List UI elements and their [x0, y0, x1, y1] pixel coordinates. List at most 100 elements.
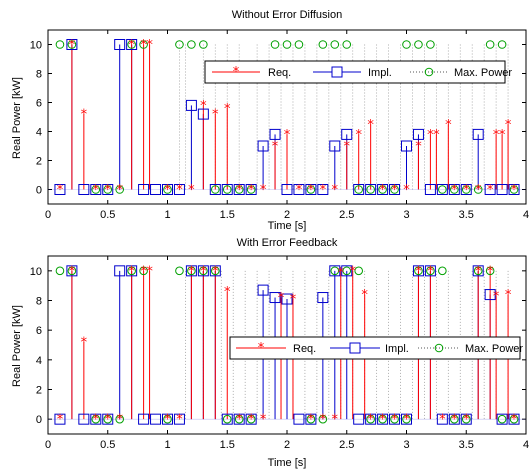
max-power-point	[127, 40, 136, 49]
max-power-point	[187, 40, 196, 49]
impl-point	[365, 413, 377, 425]
impl-point	[424, 184, 436, 195]
impl-point	[114, 39, 126, 50]
max-power-point	[497, 40, 507, 49]
top-legend-max-label: Max. Power	[454, 67, 512, 79]
impl-point	[78, 184, 90, 195]
max-power-point	[55, 266, 65, 276]
y-tick-label: 6	[36, 98, 42, 110]
req-point: *	[415, 140, 422, 155]
impl-point	[197, 108, 209, 120]
req-point: *	[391, 413, 398, 428]
req-point: *	[200, 99, 207, 114]
req-point: *	[176, 413, 183, 428]
max-power-point	[187, 266, 196, 276]
impl-point	[484, 289, 496, 301]
impl-point	[293, 184, 305, 195]
bottom-plot-legend: * Req. Impl. Max. Power	[229, 336, 523, 360]
x-tick-label: 4	[523, 439, 529, 451]
impl-point	[245, 184, 257, 195]
y-tick-label: 2	[36, 156, 42, 168]
x-tick-label: 3	[403, 209, 409, 221]
impl-point	[78, 413, 90, 425]
impl-point	[389, 413, 401, 425]
req-point: *	[505, 118, 512, 133]
impl-point	[102, 413, 114, 425]
req-point: *	[272, 140, 279, 155]
req-point: *	[236, 183, 243, 198]
y-tick-label: 4	[36, 127, 42, 139]
impl-point	[66, 265, 78, 277]
impl-point	[162, 413, 173, 425]
req-point: *	[105, 183, 112, 198]
max-power-point	[461, 414, 471, 424]
req-point: *	[81, 108, 88, 123]
req-point: *	[403, 183, 410, 198]
x-tick-label: 3	[403, 439, 409, 451]
impl-point	[66, 39, 78, 50]
max-power-point	[67, 40, 77, 49]
y-tick-label: 0	[36, 185, 42, 197]
req-point: *	[403, 413, 410, 428]
impl-point	[412, 265, 424, 277]
req-point: *	[355, 128, 362, 143]
max-power-point	[211, 266, 220, 276]
max-power-point	[438, 266, 447, 276]
req-point: *	[338, 266, 345, 281]
x-tick-label: 0.5	[100, 209, 115, 221]
req-point: *	[284, 128, 291, 143]
impl-point	[257, 140, 269, 152]
req-point: *	[57, 183, 64, 198]
req-point: *	[415, 264, 422, 279]
impl-point	[185, 265, 197, 277]
max-power-point	[318, 414, 328, 424]
top-legend-req-label: Req.	[268, 67, 291, 79]
req-point: *	[176, 183, 183, 198]
impl-point	[173, 184, 185, 195]
top-plot-legend: * Req. Impl. Max. Power	[204, 60, 512, 84]
impl-point	[305, 413, 317, 425]
x-tick-label: 3.5	[459, 209, 474, 221]
max-power-point	[330, 40, 340, 49]
svg-text:*: *	[233, 65, 240, 80]
req-point: *	[164, 183, 171, 198]
top-plot-title: Without Error Diffusion	[232, 9, 342, 21]
max-power-point	[390, 185, 399, 194]
max-power-point	[270, 40, 280, 49]
impl-point	[197, 265, 209, 277]
max-power-point	[497, 414, 507, 424]
max-power-point	[366, 414, 375, 424]
bottom-legend-req-sample: *	[236, 341, 286, 356]
impl-point	[401, 140, 412, 152]
max-power-point	[55, 40, 65, 49]
x-tick-label: 1.5	[220, 439, 235, 451]
req-point: *	[248, 183, 255, 198]
x-tick-label: 3.5	[459, 439, 474, 451]
req-point: *	[344, 140, 351, 155]
max-power-point	[211, 185, 220, 194]
req-point: *	[475, 183, 482, 198]
req-point: *	[367, 413, 374, 428]
impl-point	[173, 413, 185, 425]
req-point: *	[93, 413, 100, 428]
req-point: *	[140, 264, 147, 279]
bottom-plot-title: With Error Feedback	[237, 237, 338, 249]
y-tick-label: 4	[36, 355, 42, 367]
impl-point	[472, 128, 484, 140]
max-power-point	[509, 414, 519, 424]
req-point: *	[224, 102, 231, 117]
impl-point	[138, 413, 150, 425]
impl-point	[138, 184, 150, 195]
impl-point	[341, 265, 353, 277]
y-tick-label: 2	[36, 385, 42, 397]
impl-point	[126, 265, 138, 277]
max-power-point	[306, 414, 316, 424]
max-power-point	[461, 185, 471, 194]
impl-point	[460, 413, 472, 425]
req-point: *	[487, 264, 494, 279]
x-tick-label: 2.5	[339, 439, 354, 451]
req-point: *	[308, 413, 315, 428]
req-point: *	[236, 413, 243, 428]
max-power-point	[414, 40, 423, 49]
req-point: *	[212, 264, 219, 279]
